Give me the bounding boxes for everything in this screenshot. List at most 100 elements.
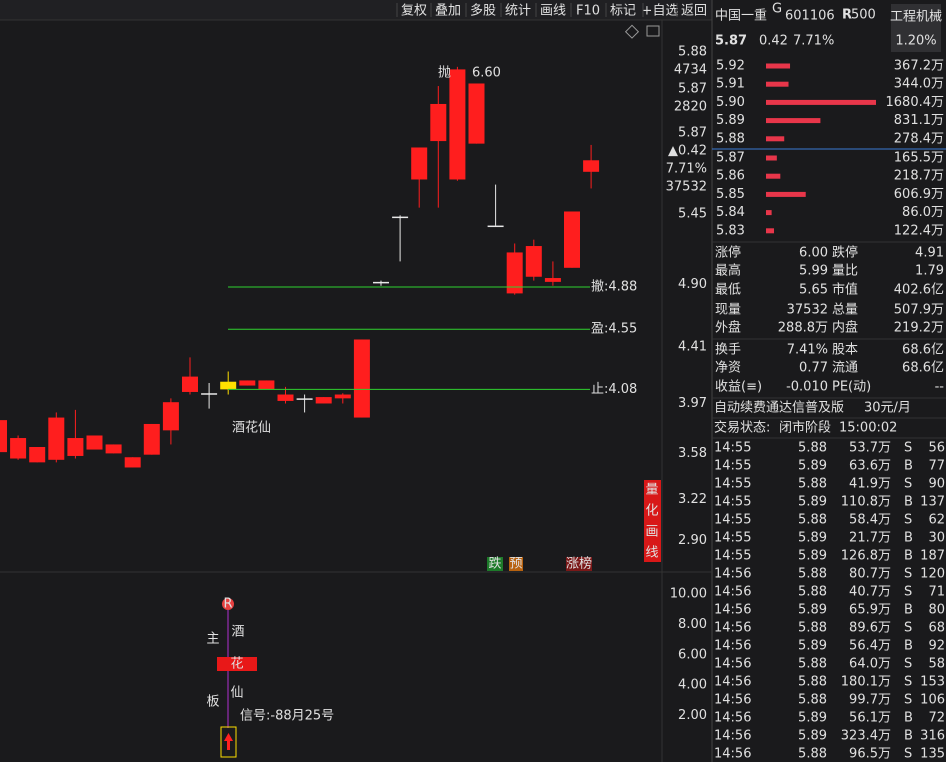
trade-side: S — [904, 675, 912, 690]
trade-count: 187 — [920, 549, 945, 564]
stat-label: 股本 — [832, 343, 858, 358]
candle-body — [239, 380, 256, 386]
candle-body — [468, 83, 485, 144]
trade-count: 120 — [920, 567, 945, 582]
stat-value: 6.00 — [799, 246, 828, 261]
trade-price: 5.88 — [798, 657, 827, 672]
trade-count: 77 — [928, 459, 945, 474]
info-value: ▲0.42 — [668, 144, 707, 159]
book-volume: 218.7万 — [894, 169, 944, 184]
signal-badge-label: R — [223, 597, 232, 612]
stat-value: 288.8万 — [778, 321, 828, 336]
trade-volume: 56.1万 — [849, 711, 891, 726]
sector: 工程机械 — [890, 10, 942, 25]
trade-volume: 41.9万 — [849, 477, 891, 492]
sector-change: 1.20% — [895, 34, 936, 49]
trade-volume: 58.4万 — [849, 513, 891, 528]
book-bar — [766, 99, 876, 105]
rank-tag: R — [842, 8, 852, 23]
stat-value: 402.6亿 — [894, 283, 944, 298]
stat-label: 跌停 — [832, 245, 858, 261]
trade-price: 5.88 — [798, 693, 827, 708]
side-label-box[interactable] — [644, 480, 661, 562]
y-tick-label: 4.90 — [678, 277, 707, 292]
trade-count: 72 — [928, 711, 945, 726]
trade-side: S — [904, 621, 912, 636]
sector-box[interactable] — [891, 4, 941, 52]
toolbar — [0, 0, 712, 20]
y-tick-label: 3.97 — [678, 396, 707, 411]
icon[interactable] — [624, 24, 640, 39]
book-price: 5.90 — [716, 95, 745, 110]
arrow-box — [220, 726, 237, 758]
book-bar — [766, 228, 775, 234]
trade-side: S — [904, 567, 912, 582]
side-label: 量 — [645, 483, 658, 498]
stat-label: 市值 — [832, 282, 858, 298]
stat-value: 37532 — [787, 303, 828, 318]
book-volume: 278.4万 — [894, 131, 944, 146]
level-label: 盈:4.55 — [591, 322, 637, 337]
trade-side: B — [904, 495, 913, 510]
trade-price: 5.89 — [798, 639, 827, 654]
candle-body — [353, 339, 370, 418]
change: 0.42 — [759, 34, 788, 49]
candle-body — [67, 438, 84, 456]
trade-time: 14:56 — [714, 747, 751, 762]
badge[interactable] — [487, 557, 503, 571]
trade-side: B — [904, 549, 913, 564]
trade-price: 5.89 — [798, 495, 827, 510]
stat-value: 1.79 — [915, 264, 944, 279]
trade-side: B — [904, 531, 913, 546]
candle-body — [564, 211, 580, 268]
badge-label: 涨榜 — [566, 556, 592, 572]
book-volume: 606.9万 — [894, 187, 944, 202]
trade-volume: 63.6万 — [849, 459, 891, 474]
book-bar — [766, 118, 821, 124]
y-tick-label: 8.00 — [678, 617, 707, 632]
book-bar — [766, 210, 772, 216]
level-label: 撤:4.88 — [591, 279, 637, 295]
trade-volume: 64.0万 — [849, 657, 891, 672]
trade-price: 5.89 — [798, 459, 827, 474]
trade-side: S — [904, 585, 912, 600]
stat-label: 总量 — [832, 303, 858, 318]
stat-value: 68.6亿 — [902, 361, 944, 376]
trade-side: B — [904, 729, 913, 744]
badge-label: 跌 — [488, 556, 501, 572]
stat-value: 0.77 — [799, 361, 828, 376]
trade-volume: 53.7万 — [849, 441, 891, 456]
indicator-char: 板 — [206, 695, 219, 710]
trade-side: S — [904, 441, 912, 456]
trade-side: B — [904, 639, 913, 654]
trade-side: S — [904, 477, 912, 492]
book-volume: 86.0万 — [902, 205, 944, 220]
trade-price: 5.88 — [798, 477, 827, 492]
ad-text: 自动续费通达信普及版 — [714, 401, 844, 416]
book-price: 5.85 — [716, 187, 745, 202]
candle-body — [373, 281, 389, 284]
trade-price: 5.88 — [798, 747, 827, 762]
icon[interactable] — [646, 25, 660, 37]
book-volume: 165.5万 — [894, 151, 944, 166]
candle-body — [334, 394, 351, 399]
book-volume: 344.0万 — [894, 77, 944, 92]
badge[interactable] — [509, 557, 523, 571]
trade-volume: 21.7万 — [849, 531, 891, 546]
trade-price: 5.89 — [798, 531, 827, 546]
info-value: 5.87 — [678, 126, 707, 141]
book-price: 5.91 — [716, 77, 745, 92]
candle-body — [258, 380, 275, 390]
info-value: 5.87 — [678, 82, 707, 97]
trade-side: S — [904, 693, 912, 708]
stat-label: 现量 — [715, 303, 741, 318]
trade-volume: 80.7万 — [849, 567, 891, 582]
info-value: 5.88 — [678, 45, 707, 60]
toolbar-button-label: 统计 — [505, 4, 531, 19]
level-label: 止:4.08 — [591, 382, 637, 397]
badge[interactable] — [566, 557, 592, 571]
stat-value: 5.65 — [799, 283, 828, 298]
side-label: 化 — [645, 504, 658, 519]
candle-body — [10, 438, 27, 459]
candle-body — [392, 216, 409, 219]
